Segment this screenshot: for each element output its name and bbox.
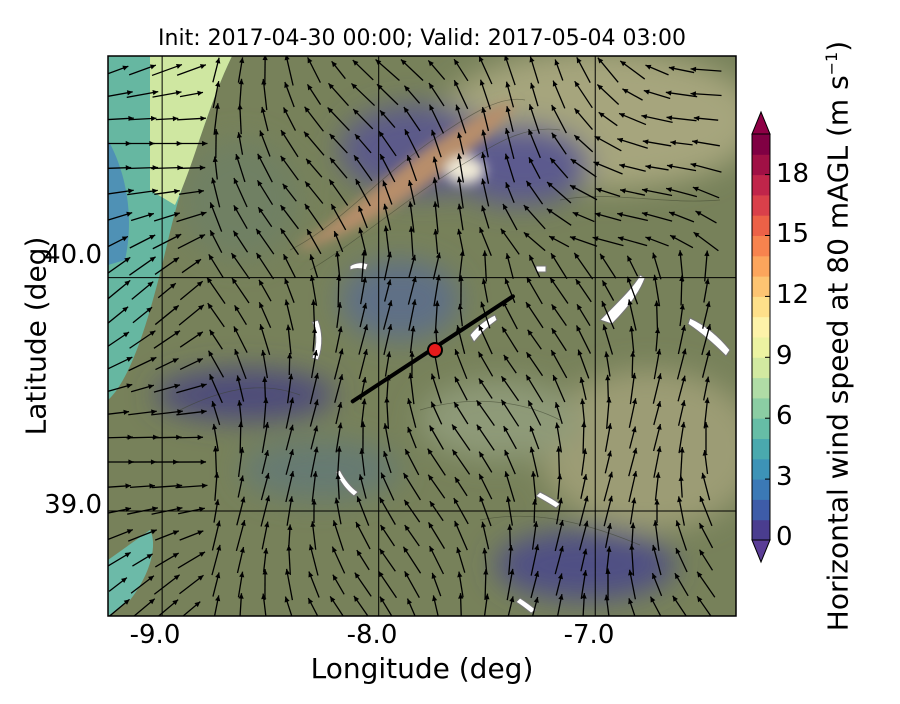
colorbar-label-main: Horizontal wind speed at 80 mAGL (m s bbox=[822, 75, 855, 631]
colorbar bbox=[752, 112, 770, 562]
y-tick-label: 39.0 bbox=[44, 490, 102, 520]
colorbar-segment bbox=[752, 459, 770, 480]
map-title: Init: 2017-04-30 00:00; Valid: 2017-05-0… bbox=[108, 26, 736, 51]
colorbar-tick-label: 15 bbox=[776, 219, 809, 249]
map-panel bbox=[102, 50, 760, 625]
colorbar-extend-low bbox=[752, 540, 770, 562]
y-tick-label: 40.0 bbox=[44, 240, 102, 270]
colorbar-segment bbox=[752, 317, 770, 338]
x-tick-label: -7.0 bbox=[564, 620, 615, 650]
colorbar-label: Horizontal wind speed at 80 mAGL (m s−1) bbox=[822, 41, 855, 631]
colorbar-segment bbox=[752, 418, 770, 439]
colorbar-tick-label: 3 bbox=[776, 462, 793, 492]
colorbar-segment bbox=[752, 175, 770, 196]
colorbar-tick-label: 18 bbox=[776, 159, 809, 189]
colorbar-segment bbox=[752, 276, 770, 297]
colorbar-segment bbox=[752, 378, 770, 399]
colorbar-segment bbox=[752, 499, 770, 520]
colorbar-segment bbox=[752, 154, 770, 175]
colorbar-label-close: ) bbox=[822, 41, 855, 52]
x-tick-label: -9.0 bbox=[130, 620, 181, 650]
colorbar-tick-label: 0 bbox=[776, 522, 793, 552]
colorbar-segment bbox=[752, 357, 770, 378]
colorbar-segment bbox=[752, 337, 770, 358]
colorbar-tick-label: 12 bbox=[776, 280, 809, 310]
colorbar-segment bbox=[752, 236, 770, 257]
colorbar-segment bbox=[752, 195, 770, 216]
x-tick-label: -8.0 bbox=[347, 620, 398, 650]
colorbar-segment bbox=[752, 439, 770, 460]
colorbar-tick-label: 9 bbox=[776, 341, 793, 371]
colorbar-segment bbox=[752, 520, 770, 541]
colorbar-segment bbox=[752, 479, 770, 500]
colorbar-segment bbox=[752, 256, 770, 277]
colorbar-segment bbox=[752, 296, 770, 317]
colorbar-segment bbox=[752, 134, 770, 155]
colorbar-label-exponent: −1 bbox=[822, 52, 841, 76]
colorbar-tick-label: 6 bbox=[776, 401, 793, 431]
site-marker bbox=[428, 343, 442, 357]
colorbar-extend-high bbox=[752, 112, 770, 134]
colorbar-segment bbox=[752, 215, 770, 236]
x-axis-label: Longitude (deg) bbox=[108, 652, 736, 685]
colorbar-segment bbox=[752, 398, 770, 419]
